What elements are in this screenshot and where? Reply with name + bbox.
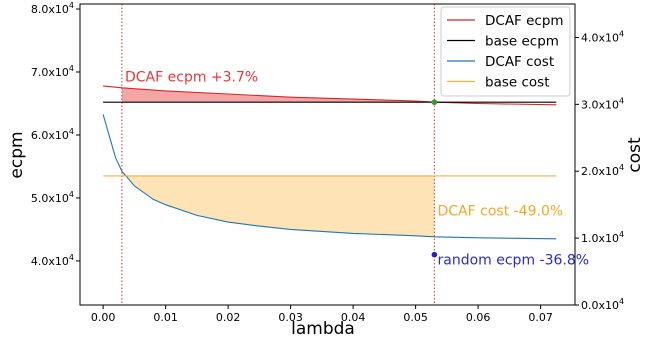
annotation-1: DCAF cost -49.0% xyxy=(438,204,564,220)
series-lines xyxy=(102,85,557,240)
vertical-reference-lines xyxy=(121,4,435,305)
y-right-tick-label-2: 2.0x104 xyxy=(581,163,624,178)
x-tick-label-1: 0.01 xyxy=(153,311,178,324)
fill-regions xyxy=(121,87,435,237)
y-right-axis-ticks: 0.0x104 1.0x104 2.0x104 3.0x104 4.0x104 xyxy=(575,29,624,312)
marker-1 xyxy=(431,251,438,258)
marker-0 xyxy=(431,99,438,106)
y-left-axis-label: ecpm xyxy=(7,131,27,178)
plot-frame xyxy=(79,3,576,306)
annotation-0: DCAF ecpm +3.7% xyxy=(125,69,258,85)
legend-label-base-cost: base cost xyxy=(485,75,549,91)
y-left-tick-label-1: 5.0x104 xyxy=(31,190,74,205)
x-tick-label-3: 0.03 xyxy=(278,311,303,324)
x-axis-label: lambda xyxy=(291,319,355,339)
fill-dcaf-ecpm xyxy=(121,87,435,103)
y-right-tick-label-1: 1.0x104 xyxy=(581,230,624,245)
y-left-tick-label-4: 8.0x104 xyxy=(31,1,74,16)
y-left-tick-label-0: 4.0x104 xyxy=(31,253,74,268)
legend-label-base-ecpm: base ecpm xyxy=(485,34,559,50)
y-right-tick-label-3: 3.0x104 xyxy=(581,96,624,111)
x-tick-label-4: 0.04 xyxy=(341,311,366,324)
annotation-2: random ecpm -36.8% xyxy=(438,253,590,269)
x-tick-label-2: 0.02 xyxy=(216,311,241,324)
y-right-tick-label-0: 0.0x104 xyxy=(581,297,624,312)
fill-base-cost xyxy=(121,171,435,237)
legend-box xyxy=(440,6,571,97)
legend: DCAF ecpm base ecpm DCAF cost base cost xyxy=(440,6,571,97)
point-markers xyxy=(431,99,438,258)
x-tick-label-7: 0.07 xyxy=(528,311,553,324)
x-tick-label-6: 0.06 xyxy=(466,311,491,324)
x-tick-label-0: 0.00 xyxy=(91,311,116,324)
series-line-dcaf-ecpm xyxy=(103,85,557,106)
legend-label-dcaf-ecpm: DCAF ecpm xyxy=(485,13,564,29)
legend-label-dcaf-cost: DCAF cost xyxy=(485,54,554,70)
y-left-tick-label-2: 6.0x104 xyxy=(31,127,74,142)
y-left-tick-label-3: 7.0x104 xyxy=(31,64,74,79)
y-right-tick-label-4: 4.0x104 xyxy=(581,29,624,44)
y-right-axis-label: cost xyxy=(625,137,645,173)
x-tick-label-5: 0.05 xyxy=(403,311,428,324)
x-axis-ticks: 0.00 0.01 0.02 0.03 0.04 0.05 0.06 0.07 xyxy=(91,305,553,324)
annotations: DCAF ecpm +3.7% DCAF cost -49.0% random ec… xyxy=(125,69,589,268)
y-left-axis-ticks: 4.0x104 5.0x104 6.0x104 7.0x104 8.0x104 xyxy=(31,1,80,268)
